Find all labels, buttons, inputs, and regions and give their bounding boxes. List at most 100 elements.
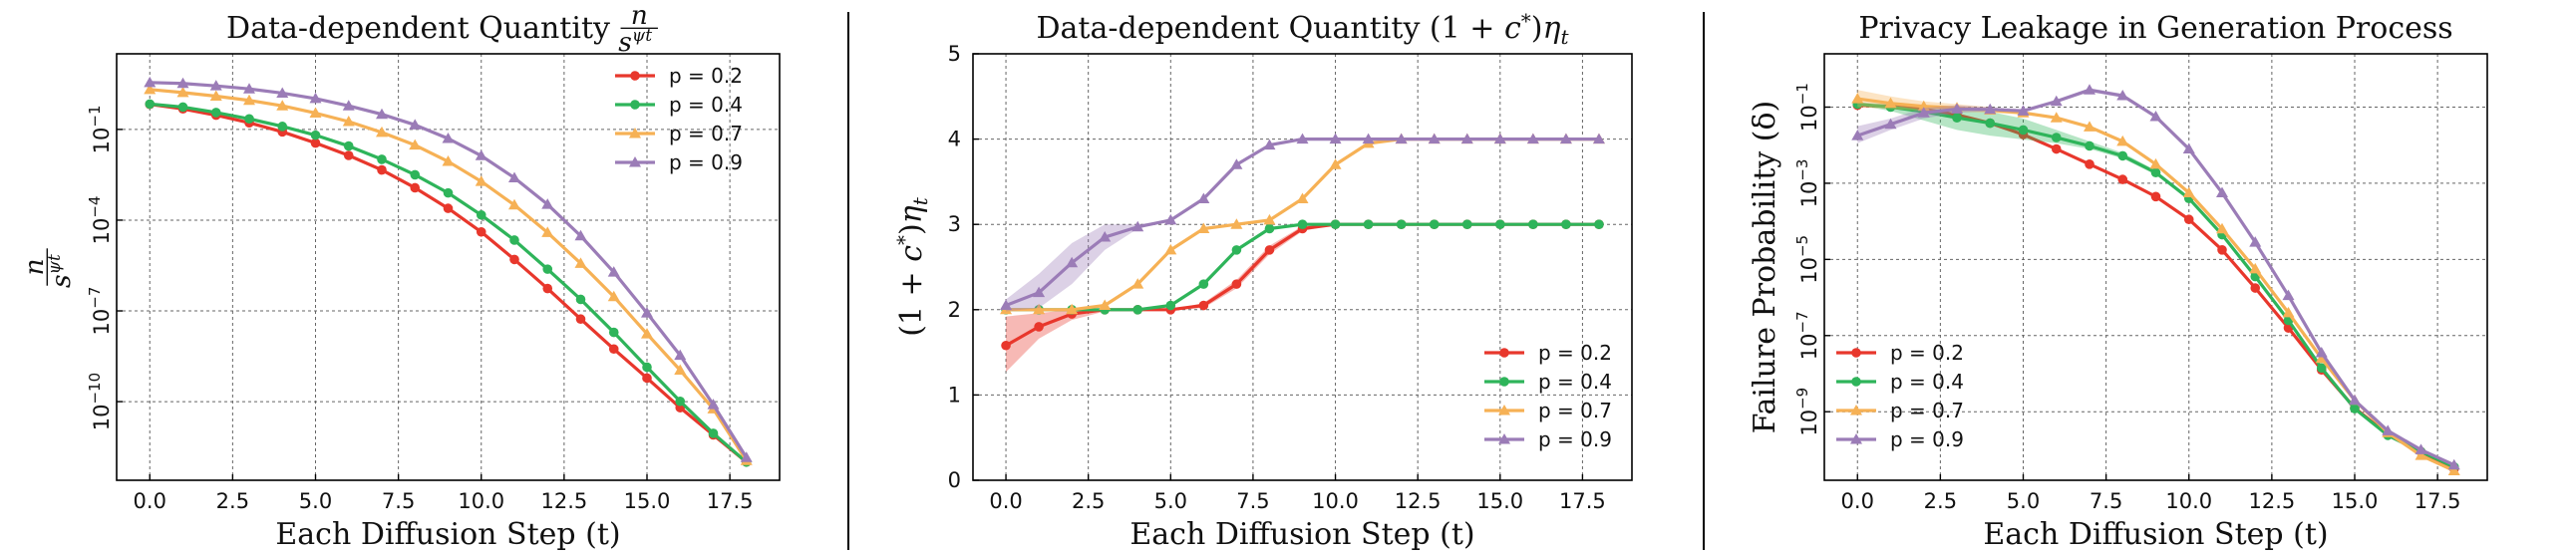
legend-label: p = 0.9 (669, 150, 743, 174)
data-point (1984, 103, 1997, 115)
data-point (144, 83, 157, 95)
legend-label: p = 0.2 (669, 64, 743, 88)
data-point (608, 344, 619, 355)
data-point (608, 327, 619, 338)
data-point (2415, 449, 2427, 460)
data-point (1559, 133, 1572, 144)
data-point (1164, 243, 1177, 255)
legend-entry: p = 0.4 (1484, 370, 1612, 394)
y-tick-label: 10−9 (1793, 388, 1821, 436)
plot-frame (1823, 53, 2488, 481)
series-02 (145, 99, 752, 467)
chart-panel-2: 0.0 2.5 5.0 7.5 10.0 12.5 15.0 17.5 0 1 2 3 4 5 Each D… (892, 9, 1633, 552)
data-point (2149, 157, 2162, 169)
y-tick-label: 1 (948, 383, 961, 407)
data-point (2051, 133, 2062, 142)
data-point (209, 90, 222, 101)
data-point (2350, 404, 2360, 414)
data-point (541, 198, 554, 209)
data-point (1428, 133, 1441, 144)
data-point (2447, 464, 2460, 475)
data-point (575, 294, 586, 305)
data-point (2117, 150, 2128, 161)
data-point (674, 364, 687, 376)
data-point (1429, 219, 1440, 229)
data-point (2084, 84, 2095, 95)
legend-entry: p = 0.7 (1484, 399, 1612, 422)
y-tick-label: 2 (948, 298, 961, 322)
legend-swatch-marker (1851, 348, 1861, 358)
data-point (508, 198, 520, 210)
grid (117, 54, 780, 480)
x-tick-label: 15.0 (624, 489, 671, 513)
data-point (675, 396, 686, 407)
data-point (2183, 214, 2194, 225)
data-point (1132, 305, 1143, 315)
data-point (1952, 113, 1962, 123)
data-point (343, 150, 354, 160)
x-tick-label: 17.5 (1559, 489, 1606, 513)
data-point (2282, 289, 2295, 301)
data-point (1329, 158, 1342, 169)
legend: p = 0.2 p = 0.4 p = 0.7 p = 0.9 (615, 64, 743, 174)
data-point (2382, 424, 2395, 435)
data-point (2216, 186, 2228, 197)
data-point (1099, 299, 1112, 311)
data-point (244, 114, 254, 125)
data-point (1526, 133, 1539, 144)
data-point (2249, 236, 2262, 247)
data-point (177, 102, 188, 113)
data-point (1033, 286, 1046, 298)
data-point (542, 264, 553, 274)
fraction-numerator: n (19, 258, 50, 275)
data-point (2182, 186, 2195, 197)
data-point (1263, 138, 1276, 150)
y-tick-label: 10−1 (1793, 83, 1821, 132)
data-point (145, 99, 156, 110)
data-point (476, 209, 486, 220)
data-point (542, 283, 553, 294)
data-point (442, 155, 455, 166)
data-point (343, 140, 354, 151)
data-point (1363, 219, 1374, 229)
legend-label: p = 0.7 (669, 122, 743, 145)
legend-label: p = 0.7 (1890, 399, 1964, 422)
data-point (1230, 218, 1243, 229)
data-point (376, 126, 388, 138)
data-point (310, 130, 321, 140)
data-point (641, 328, 653, 339)
data-point (475, 175, 487, 186)
x-tick-label: 5.0 (299, 489, 332, 513)
data-point (377, 154, 387, 164)
data-point (409, 138, 422, 150)
chart-title: Data-dependent Quantity (1 + c*)ηt (1036, 9, 1569, 49)
data-point (1851, 93, 1864, 104)
data-point (1917, 100, 1930, 112)
x-tick-label: 15.0 (1476, 489, 1523, 513)
data-point (642, 373, 652, 384)
x-tick-label: 12.5 (2248, 489, 2295, 513)
legend-label: p = 0.4 (1890, 370, 1964, 394)
data-point (2150, 167, 2161, 178)
legend-swatch-marker (1499, 377, 1509, 387)
data-point (707, 399, 720, 410)
data-point (642, 362, 652, 373)
chart-title: Data-dependent Quantity (226, 11, 610, 46)
plot-frame (116, 53, 781, 481)
y-tick-label: 10−3 (1793, 158, 1821, 207)
data-point (1592, 133, 1605, 144)
series-line (150, 88, 749, 462)
x-tick-label: 0.0 (134, 489, 166, 513)
y-tick-label: 10−7 (86, 287, 114, 336)
x-tick-label: 2.5 (1072, 489, 1105, 513)
legend-entry: p = 0.2 (615, 64, 743, 88)
x-tick-label: 15.0 (2332, 489, 2379, 513)
data-point (144, 76, 157, 88)
data-point (2017, 105, 2030, 116)
y-tick-label: 10−1 (86, 105, 114, 153)
data-point (2282, 306, 2295, 318)
legend-swatch-marker (1498, 405, 1510, 416)
legend-entry: p = 0.9 (1836, 427, 1964, 451)
